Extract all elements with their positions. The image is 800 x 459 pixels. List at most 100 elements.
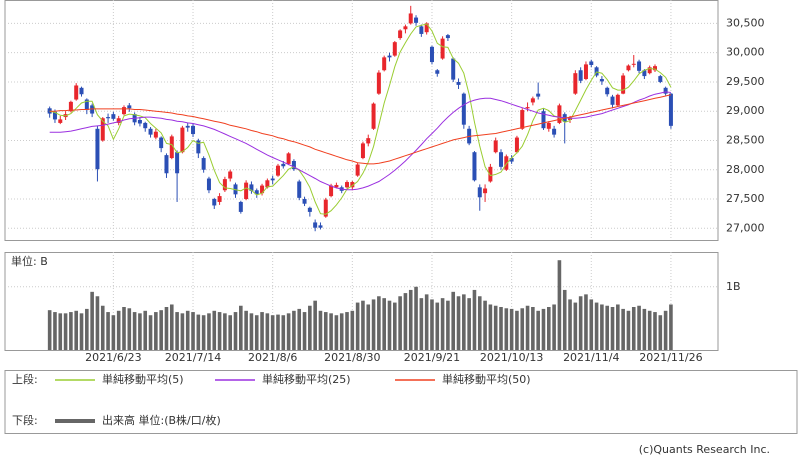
candle-body: [615, 94, 620, 106]
volume-bar: [483, 300, 487, 350]
candle-body: [143, 122, 148, 129]
volume-bar: [302, 312, 307, 350]
candle-body: [350, 182, 355, 188]
volume-bar: [642, 308, 647, 350]
y-tick-label: 28,500: [726, 133, 765, 146]
candle-body: [238, 201, 243, 212]
x-tick-label: 2021/10/13: [480, 351, 543, 364]
volume-bar: [313, 300, 317, 350]
candle-body: [610, 96, 615, 105]
candle-body: [329, 185, 334, 197]
volume-bar: [398, 296, 402, 350]
candle-body: [493, 140, 498, 153]
x-tick-label: 2021/8/6: [248, 351, 297, 364]
volume-bar: [100, 305, 105, 350]
candle-body: [435, 70, 440, 74]
volume-bar: [85, 308, 89, 350]
candle-body: [291, 160, 296, 170]
candle-body: [472, 152, 477, 181]
volume-bar: [536, 310, 540, 350]
volume-bar: [610, 307, 615, 350]
volume-bar: [212, 310, 217, 350]
candle-body: [440, 38, 445, 59]
candle-body: [525, 107, 530, 109]
volume-bar: [568, 299, 572, 350]
x-tick-label: 2021/11/4: [563, 351, 619, 364]
y-tick-label: 30,000: [726, 46, 765, 59]
candle-body: [530, 98, 535, 103]
candle-body: [275, 165, 280, 176]
candle-body: [668, 93, 673, 126]
legend-upper-label: 上段:: [12, 372, 38, 386]
volume-bar: [53, 312, 57, 350]
volume-bar: [69, 312, 73, 350]
volume-bar: [637, 305, 641, 350]
volume-bar: [669, 304, 673, 350]
candle-body: [520, 110, 525, 129]
candle-body: [206, 178, 211, 191]
volume-bar: [106, 312, 110, 350]
volume-bar: [366, 304, 371, 350]
candle-body: [536, 93, 541, 97]
candle-body: [398, 30, 403, 39]
x-tick-label: 2021/6/23: [85, 351, 141, 364]
candle-body: [376, 72, 381, 94]
candle-body: [583, 64, 588, 80]
candle-body: [387, 55, 392, 58]
candle-body: [196, 140, 201, 154]
candle-body: [403, 26, 408, 30]
volume-bar: [472, 289, 477, 350]
volume-bar: [270, 315, 275, 350]
candle-body: [201, 158, 206, 170]
volume-bar: [74, 310, 79, 350]
candle-body: [663, 87, 668, 94]
candle-body: [244, 182, 249, 200]
candle-body: [589, 61, 594, 65]
candle-body: [106, 117, 111, 119]
legend-volume: 出来高 単位:(B株/口/枚): [102, 413, 221, 427]
candle-body: [95, 128, 100, 170]
volume-bar: [462, 294, 466, 350]
volume-bar: [334, 315, 339, 350]
candle-body: [652, 66, 657, 71]
candle-body: [461, 93, 466, 125]
candle-body: [445, 35, 450, 39]
candle-body: [212, 199, 217, 206]
volume-bar: [456, 296, 461, 350]
volume-bar: [647, 310, 652, 350]
y-tick-label: 27,500: [726, 192, 765, 205]
legend-box: [4, 370, 798, 434]
volume-bar: [393, 302, 397, 350]
candle-body: [647, 67, 652, 74]
volume-bar: [573, 302, 578, 350]
candle-body: [90, 105, 95, 114]
volume-bar: [387, 300, 392, 350]
volume-bar: [143, 310, 148, 350]
x-tick-label: 2021/9/21: [404, 351, 460, 364]
candle-body: [504, 156, 509, 170]
volume-bar: [515, 310, 519, 350]
volume-bar: [621, 308, 625, 350]
volume-bar: [371, 299, 376, 350]
y-tick-label: 28,000: [726, 163, 765, 176]
candle-body: [111, 114, 116, 119]
candle-body: [164, 155, 169, 174]
volume-bar: [361, 300, 365, 350]
volume-bar: [600, 304, 604, 350]
candle-body: [323, 199, 328, 217]
x-tick-label: 2021/7/14: [165, 351, 221, 364]
volume-bar: [531, 307, 535, 350]
volume-bar: [663, 310, 668, 350]
legend-label: 単純移動平均(50): [442, 372, 531, 386]
volume-bar: [435, 302, 440, 350]
candle-body: [382, 57, 387, 71]
volume-bar: [180, 313, 185, 350]
volume-bar: [276, 314, 280, 350]
volume-bar: [552, 304, 556, 350]
volume-bar: [281, 315, 286, 350]
candle-body: [265, 180, 270, 188]
volume-bar: [90, 291, 94, 350]
candle-body: [137, 120, 142, 124]
candle-body: [552, 128, 557, 135]
candle-body: [594, 67, 599, 76]
